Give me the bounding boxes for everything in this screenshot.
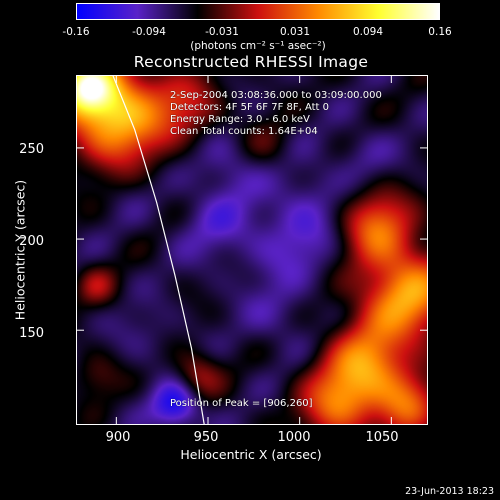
colorbar-tick: -0.16 — [62, 26, 90, 38]
heatmap-image — [76, 75, 428, 425]
colorbar-tick: 0.031 — [279, 26, 311, 38]
colorbar-tick: 0.16 — [428, 26, 452, 38]
annotation-detectors: Detectors: 4F 5F 6F 7F 8F, Att 0 — [170, 102, 330, 113]
annotation-counts: Clean Total counts: 1.64E+04 — [170, 126, 318, 137]
y-tick-label: 250 — [19, 142, 44, 157]
x-tick-label: 1050 — [365, 430, 399, 445]
y-tick-label: 200 — [19, 234, 44, 249]
chart-title: Reconstructed RHESSI Image — [133, 53, 369, 71]
y-tick-label: 150 — [19, 326, 44, 341]
x-tick-label: 900 — [105, 430, 131, 445]
peak-position-label: Position of Peak = [906,260] — [170, 398, 313, 409]
x-axis-label: Heliocentric X (arcsec) — [180, 447, 322, 462]
annotation-time: 2-Sep-2004 03:08:36.000 to 03:09:00.000 — [170, 90, 382, 101]
colorbar-tick: 0.094 — [352, 26, 384, 38]
colorbar-tick: -0.031 — [205, 26, 239, 38]
plot-frame — [76, 75, 428, 425]
solar-limb-line — [112, 75, 205, 425]
y-axis-label: Heliocentric Y (arcsec) — [12, 179, 28, 321]
footer-timestamp: 23-Jun-2013 18:23 — [405, 486, 494, 497]
x-tick-label: 950 — [193, 430, 219, 445]
annotation-energy: Energy Range: 3.0 - 6.0 keV — [170, 114, 310, 125]
x-tick-label: 1000 — [277, 430, 311, 445]
colorbar — [76, 3, 440, 20]
plot-area: 2-Sep-2004 03:08:36.000 to 03:09:00.000 … — [76, 75, 428, 425]
colorbar-tick: -0.094 — [132, 26, 166, 38]
colorbar-units: (photons cm⁻² s⁻¹ asec⁻²) — [190, 40, 326, 52]
plot-border — [76, 75, 428, 425]
